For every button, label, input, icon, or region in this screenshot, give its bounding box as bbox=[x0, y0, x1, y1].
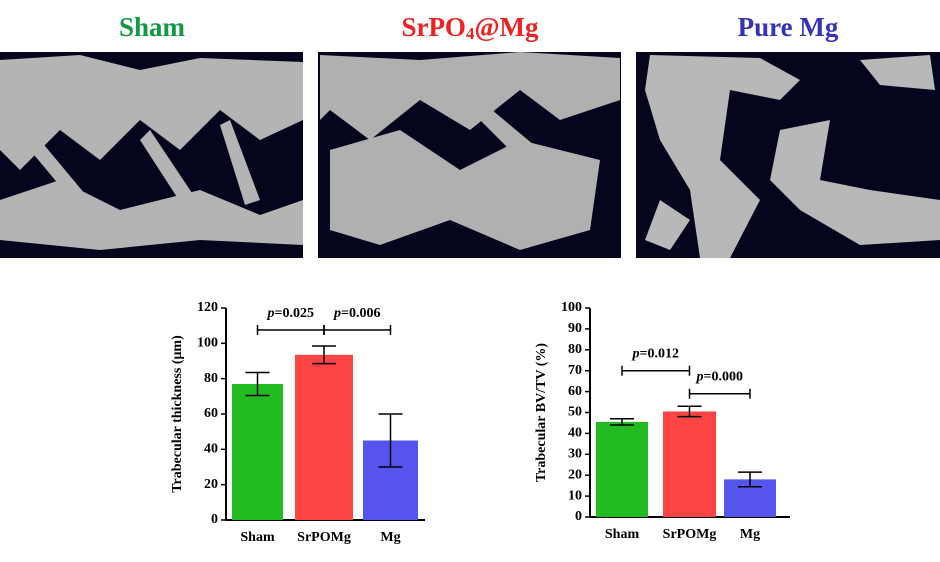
panel-title: Sham bbox=[119, 12, 186, 42]
y-tick-label: 40 bbox=[568, 426, 582, 441]
bone bbox=[645, 55, 940, 258]
bar bbox=[596, 421, 648, 517]
p-value: p=0.012 bbox=[632, 347, 679, 362]
p-text: =0.006 bbox=[341, 306, 380, 321]
title-part: 4 bbox=[466, 24, 475, 43]
p-symbol: p bbox=[696, 370, 704, 385]
panel-title: Pure Mg bbox=[738, 12, 839, 42]
x-tick-label: Mg bbox=[740, 527, 760, 542]
y-tick-label: 40 bbox=[204, 442, 218, 457]
x-tick-label: Mg bbox=[380, 530, 400, 545]
y-axis-label: Trabecular thickness (μm) bbox=[170, 335, 185, 493]
significance-bracket bbox=[688, 388, 751, 399]
y-tick-label: 0 bbox=[211, 512, 218, 527]
p-value: p=0.000 bbox=[696, 370, 743, 385]
p-value: p=0.006 bbox=[333, 306, 380, 321]
ct-images bbox=[0, 52, 940, 258]
y-tick-label: 100 bbox=[561, 300, 582, 315]
p-symbol: p bbox=[632, 347, 640, 362]
bar bbox=[663, 411, 716, 517]
p-text: =0.025 bbox=[275, 306, 314, 321]
bar bbox=[232, 383, 283, 520]
y-tick-label: 20 bbox=[568, 467, 582, 482]
title-part: Pure Mg bbox=[738, 12, 839, 42]
error-bar bbox=[610, 418, 634, 426]
x-tick-label: SrPOMg bbox=[297, 530, 351, 545]
y-tick-label: 70 bbox=[568, 363, 582, 378]
significance-bracket bbox=[621, 365, 691, 376]
p-symbol: p bbox=[333, 306, 341, 321]
x-tick-label: Sham bbox=[240, 530, 275, 545]
p-symbol: p bbox=[267, 306, 275, 321]
title-part: @Mg bbox=[474, 12, 539, 42]
y-tick-label: 100 bbox=[197, 336, 218, 351]
error-bar bbox=[738, 471, 762, 488]
y-axis-label: Trabecular BV/TV (%) bbox=[534, 343, 549, 483]
p-value: p=0.025 bbox=[267, 306, 314, 321]
y-tick-label: 30 bbox=[568, 447, 582, 462]
y-tick-label: 90 bbox=[568, 321, 582, 336]
panel-title: SrPO4@Mg bbox=[401, 12, 539, 43]
x-tick-label: SrPOMg bbox=[663, 527, 717, 542]
x-tick-label: Sham bbox=[605, 527, 640, 542]
bone bbox=[0, 55, 303, 250]
bar bbox=[295, 354, 353, 520]
error-bar bbox=[677, 405, 702, 418]
bone bbox=[320, 52, 620, 250]
y-tick-label: 10 bbox=[568, 488, 582, 503]
y-tick-label: 50 bbox=[568, 405, 582, 420]
significance-bracket bbox=[256, 325, 325, 335]
y-tick-label: 120 bbox=[197, 300, 218, 315]
p-text: =0.012 bbox=[640, 347, 679, 362]
y-tick-label: 20 bbox=[204, 477, 218, 492]
title-part: SrPO bbox=[401, 12, 466, 42]
error-bar bbox=[312, 345, 336, 365]
significance-bracket bbox=[323, 325, 392, 335]
y-tick-label: 80 bbox=[568, 342, 582, 357]
y-tick-label: 60 bbox=[568, 384, 582, 399]
title-part: Sham bbox=[119, 12, 186, 42]
y-tick-label: 60 bbox=[204, 406, 218, 421]
error-bar bbox=[245, 371, 270, 397]
y-tick-label: 0 bbox=[575, 509, 582, 524]
y-tick-label: 80 bbox=[204, 371, 218, 386]
p-text: =0.000 bbox=[704, 370, 743, 385]
error-bar bbox=[378, 413, 403, 468]
